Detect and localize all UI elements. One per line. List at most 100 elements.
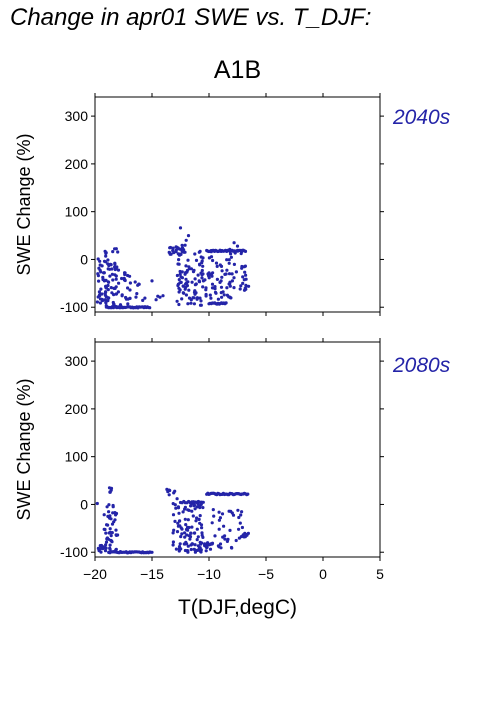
data-point [175, 245, 179, 249]
data-point [120, 293, 124, 297]
data-point [158, 295, 162, 299]
data-point [126, 273, 130, 278]
data-point [108, 547, 112, 551]
data-point [107, 510, 111, 514]
data-point [219, 291, 223, 295]
data-point [97, 279, 101, 283]
x-tick-label: −20 [83, 566, 107, 582]
data-point [95, 300, 99, 304]
data-point [192, 503, 197, 507]
data-point [225, 286, 229, 290]
data-point [176, 506, 181, 510]
data-point [190, 542, 194, 546]
data-point [230, 272, 234, 276]
y-tick-label: 300 [65, 353, 89, 369]
y-tick-label: -100 [60, 544, 88, 560]
data-point [110, 267, 114, 271]
data-point [223, 534, 227, 538]
data-point [228, 528, 232, 533]
data-point [223, 537, 227, 541]
data-point [193, 543, 197, 547]
data-point [197, 517, 201, 521]
data-point [97, 547, 101, 551]
data-point [201, 535, 205, 540]
data-point [114, 277, 118, 281]
data-point [198, 521, 202, 525]
y-tick-label: 200 [65, 401, 89, 417]
data-point [126, 297, 130, 301]
x-tick-label: 0 [319, 566, 327, 582]
data-point [225, 268, 229, 272]
data-point [111, 505, 115, 509]
data-point [181, 284, 185, 288]
data-point [201, 264, 205, 268]
data-point [220, 512, 225, 516]
data-point [183, 507, 187, 511]
data-point [111, 511, 115, 515]
data-point [246, 492, 250, 496]
data-point [109, 286, 113, 290]
data-point [232, 276, 236, 280]
data-point [116, 250, 120, 254]
data-point [225, 539, 229, 544]
data-point [96, 272, 100, 276]
data-point [113, 262, 117, 266]
data-point [189, 267, 193, 271]
data-point [200, 526, 204, 530]
data-point [111, 250, 115, 254]
data-point [124, 295, 128, 300]
y-tick-label: 0 [80, 496, 88, 512]
data-point [103, 549, 108, 553]
data-point [235, 244, 240, 248]
data-point [177, 262, 181, 266]
data-point [215, 264, 219, 268]
data-point [238, 287, 242, 291]
data-point [184, 293, 188, 297]
data-point [98, 301, 102, 305]
data-point [240, 510, 244, 514]
data-point [116, 533, 120, 537]
data-point [199, 271, 203, 275]
data-point [104, 290, 108, 294]
data-point [103, 527, 107, 532]
data-point [175, 530, 180, 534]
data-point [213, 285, 217, 289]
data-point [219, 279, 223, 283]
data-point [184, 277, 188, 281]
data-point [219, 264, 224, 268]
data-point [116, 290, 120, 294]
data-point [175, 497, 179, 501]
data-point [113, 286, 117, 290]
data-point [133, 280, 137, 284]
data-point [243, 286, 247, 290]
data-point [187, 534, 191, 538]
data-point [97, 290, 101, 294]
data-point [98, 544, 102, 548]
data-point [103, 293, 107, 297]
data-point [171, 513, 176, 517]
data-point [237, 527, 241, 531]
period-label-2040s: 2040s [393, 106, 451, 129]
data-point [191, 514, 195, 518]
data-point [108, 530, 112, 535]
data-point [123, 278, 127, 283]
data-point [169, 252, 173, 256]
data-point [171, 248, 175, 253]
data-point [229, 252, 233, 256]
x-tick-label: 5 [376, 566, 384, 582]
data-point [243, 270, 247, 274]
data-points [95, 226, 251, 310]
data-point [227, 509, 231, 513]
data-point [106, 288, 110, 292]
y-tick-label: 100 [65, 449, 89, 465]
data-point [197, 280, 202, 284]
data-point [190, 525, 194, 529]
data-point [227, 282, 231, 286]
data-point [106, 296, 110, 300]
data-point [179, 275, 183, 279]
data-point [102, 259, 107, 263]
data-point [207, 271, 211, 275]
data-point [195, 516, 199, 520]
data-point [215, 277, 219, 281]
data-point [184, 523, 188, 527]
